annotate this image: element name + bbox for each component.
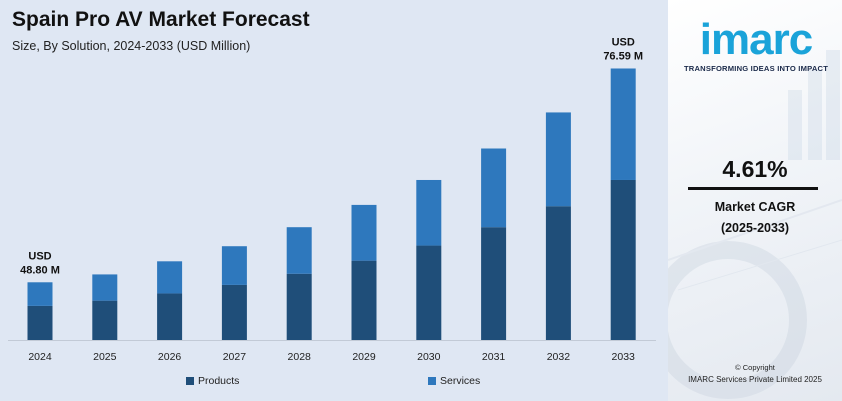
x-tick-label-2031: 2031: [482, 351, 506, 363]
legend-label-services: Services: [440, 375, 481, 387]
x-tick-label-2029: 2029: [352, 351, 376, 363]
legend-swatch-services: [428, 377, 436, 385]
bar-products-2024: [27, 305, 53, 340]
bar-products-2027: [221, 284, 247, 340]
value-label-2033-currency: USD: [612, 36, 635, 48]
cagr-period: (2025-2033): [720, 221, 790, 235]
legend-item-products: Products: [186, 375, 239, 387]
value-label-2024-amount: 48.80 M: [20, 264, 60, 276]
x-tick-label-2032: 2032: [547, 351, 571, 363]
bar-products-2031: [481, 227, 507, 340]
cagr-value: 4.61%: [722, 156, 788, 182]
company-name: IMARC Services Private Limited 2025: [688, 375, 822, 384]
legend-swatch-products: [186, 377, 194, 385]
bar-services-2029: [351, 204, 377, 261]
imarc-logo: imarc: [699, 15, 813, 64]
x-tick-label-2028: 2028: [288, 351, 312, 363]
bar-products-2028: [286, 273, 312, 340]
logo-tagline: TRANSFORMING IDEAS INTO IMPACT: [683, 64, 829, 73]
x-tick-label-2026: 2026: [158, 351, 182, 363]
bar-services-2024: [27, 282, 53, 306]
x-tick-label-2033: 2033: [612, 351, 636, 363]
x-tick-label-2025: 2025: [93, 351, 117, 363]
bar-services-2027: [221, 246, 247, 285]
x-tick-label-2027: 2027: [223, 351, 247, 363]
x-tick-label-2024: 2024: [28, 351, 52, 363]
bar-products-2032: [545, 206, 571, 340]
legend-label-products: Products: [198, 375, 240, 387]
chart-subtitle: Size, By Solution, 2024-2033 (USD Millio…: [12, 39, 251, 53]
bar-services-2026: [157, 261, 183, 294]
bar-services-2031: [481, 148, 507, 228]
bar-services-2032: [545, 112, 571, 207]
bar-products-2029: [351, 260, 377, 340]
value-label-2024-currency: USD: [28, 250, 51, 262]
chart-panel: Spain Pro AV Market Forecast Size, By So…: [8, 8, 656, 387]
side-panel: imarc TRANSFORMING IDEAS INTO IMPACT 4.6…: [668, 0, 842, 401]
bar-services-2030: [416, 179, 442, 246]
decorative-background: [668, 50, 842, 399]
chart-title: Spain Pro AV Market Forecast: [12, 8, 310, 31]
bar-products-2030: [416, 245, 442, 340]
bar-services-2033: [610, 68, 636, 180]
x-tick-label-2030: 2030: [417, 351, 441, 363]
bar-services-2028: [286, 227, 312, 274]
bar-products-2026: [157, 293, 183, 340]
legend-item-services: Services: [428, 375, 480, 387]
cagr-label: Market CAGR: [714, 200, 796, 214]
bar-products-2033: [610, 179, 636, 340]
value-label-2033-amount: 76.59 M: [603, 50, 643, 62]
cagr-divider: [688, 187, 818, 190]
bar-services-2025: [92, 274, 118, 301]
bar-chart-plot: 2024 2025 2026 2027 2028 2029 2030 2031 2032 2033…: [8, 36, 656, 363]
copyright-text: © Copyright: [735, 363, 775, 372]
bar-products-2025: [92, 300, 118, 340]
